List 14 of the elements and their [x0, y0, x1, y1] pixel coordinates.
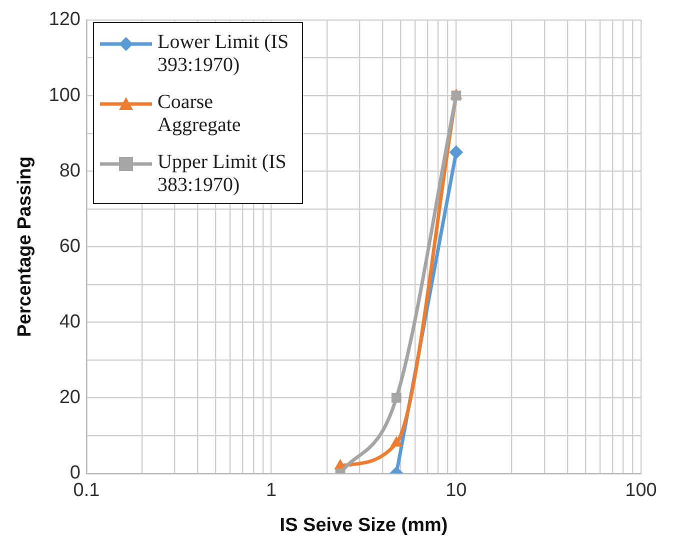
y-tick-label: 60 — [59, 236, 80, 257]
y-tick-label: 100 — [48, 84, 80, 106]
x-tick-label: 100 — [625, 480, 657, 502]
y-tick-label: 20 — [59, 387, 80, 408]
legend-label: Lower Limit (IS 393:1970) — [158, 31, 290, 77]
y-tick-label: 80 — [59, 160, 80, 182]
x-tick-label: 1 — [266, 480, 277, 502]
y-tick-label: 120 — [48, 9, 80, 30]
x-tick-label: 10 — [446, 480, 467, 502]
y-axis-title: Percentage Passing — [14, 156, 36, 337]
legend-label: Coarse Aggregate — [158, 91, 242, 137]
y-tick-label: 40 — [59, 312, 80, 332]
legend-label: Upper Limit (IS 383:1970) — [158, 151, 288, 197]
x-axis-title: IS Seive Size (mm) — [280, 514, 448, 536]
